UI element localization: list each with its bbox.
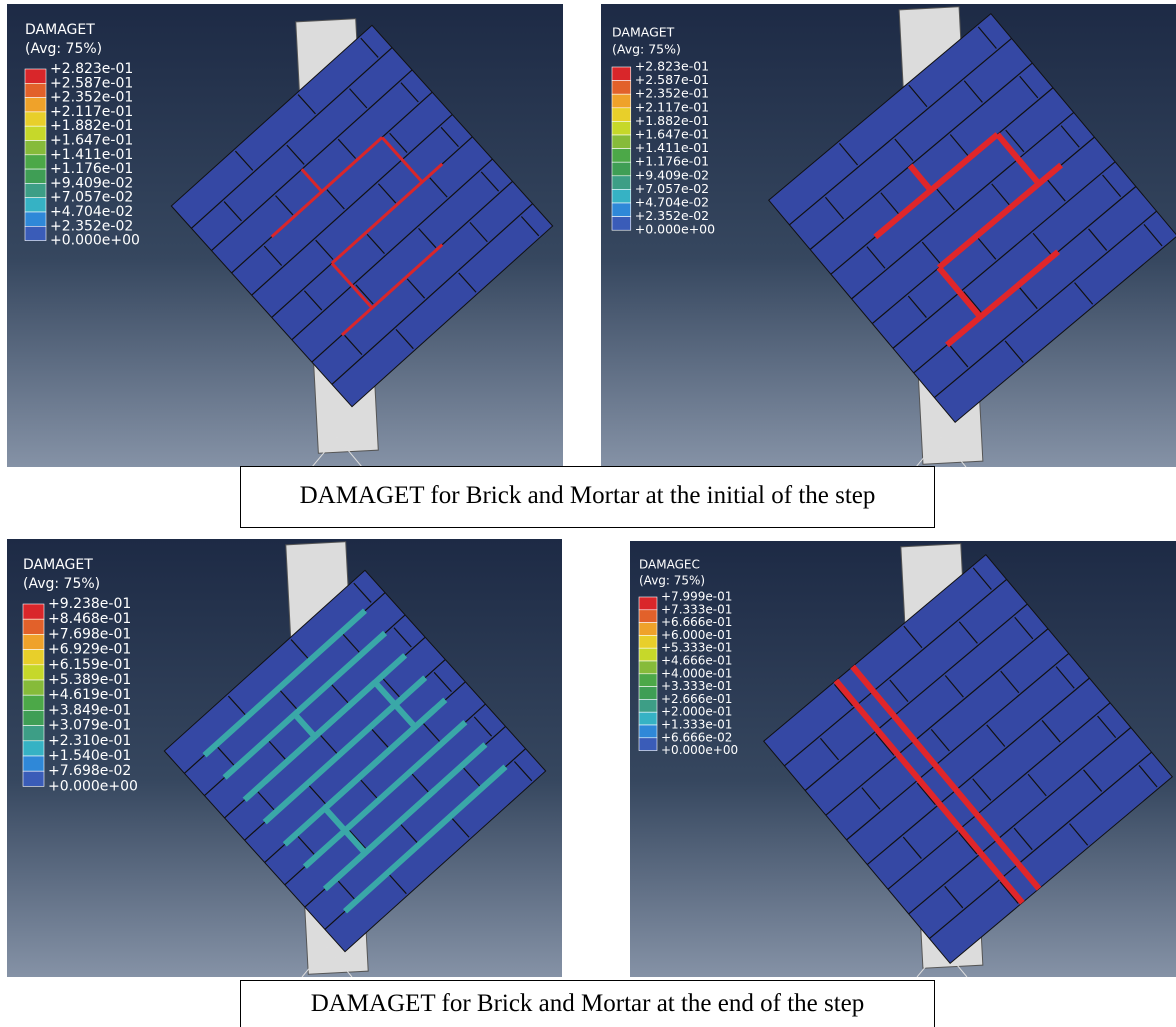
- legend-swatch: [639, 725, 657, 738]
- legend-level: +6.929e-01: [48, 642, 131, 658]
- legend-level: +6.159e-01: [48, 657, 131, 673]
- legend-title: DAMAGET: [25, 22, 95, 38]
- legend-level: +7.698e-01: [48, 626, 131, 642]
- legend-swatch: [25, 169, 46, 183]
- legend-swatch: [612, 94, 631, 108]
- legend-title: DAMAGET: [612, 25, 675, 40]
- legend-swatch: [23, 619, 44, 634]
- legend-swatch: [25, 69, 46, 83]
- legend-swatch: [25, 198, 46, 212]
- legend-level: +0.000e+00: [661, 743, 738, 757]
- legend-level: +4.619e-01: [48, 687, 131, 703]
- legend-swatch: [23, 771, 44, 786]
- legend-swatch: [612, 189, 631, 203]
- legend-swatch: [25, 112, 46, 126]
- legend-swatch: [639, 687, 657, 700]
- legend-level: +5.389e-01: [48, 672, 131, 688]
- legend-swatch: [639, 610, 657, 623]
- panel: DAMAGEC(Avg: 75%)+7.999e-01+7.333e-01+6.…: [630, 541, 1176, 977]
- legend-level: +9.238e-01: [48, 596, 131, 612]
- legend-subtitle: (Avg: 75%): [23, 576, 100, 592]
- legend-swatch: [639, 597, 657, 610]
- legend-swatch: [23, 741, 44, 756]
- legend-level: +1.540e-01: [48, 748, 131, 764]
- legend-swatch: [639, 712, 657, 725]
- legend-swatch: [23, 710, 44, 725]
- legend-level: +0.000e+00: [635, 222, 715, 237]
- legend-swatch: [23, 604, 44, 619]
- panel-view: DAMAGET(Avg: 75%)+9.238e-01+8.468e-01+7.…: [7, 539, 562, 977]
- legend-swatch: [612, 81, 631, 95]
- panel: DAMAGET(Avg: 75%)+9.238e-01+8.468e-01+7.…: [7, 539, 562, 977]
- legend-swatch: [639, 635, 657, 648]
- legend-swatch: [25, 98, 46, 112]
- legend-level: +2.310e-01: [48, 733, 131, 749]
- legend-swatch: [612, 162, 631, 176]
- legend-swatch: [23, 756, 44, 771]
- legend-swatch: [612, 149, 631, 163]
- legend-level: +0.000e+00: [50, 233, 140, 249]
- legend-swatch: [25, 126, 46, 140]
- panel-view: DAMAGET(Avg: 75%)+2.823e-01+2.587e-01+2.…: [601, 4, 1176, 467]
- legend-swatch: [23, 680, 44, 695]
- legend-swatch: [25, 183, 46, 197]
- legend-swatch: [639, 623, 657, 636]
- legend-swatch: [612, 121, 631, 135]
- legend-swatch: [639, 674, 657, 687]
- legend-swatch: [612, 203, 631, 217]
- legend-swatch: [25, 141, 46, 155]
- legend-swatch: [639, 661, 657, 674]
- panel: DAMAGET(Avg: 75%)+2.823e-01+2.587e-01+2.…: [601, 4, 1176, 467]
- legend-level: +8.468e-01: [48, 611, 131, 627]
- legend-swatch: [23, 634, 44, 649]
- legend-swatch: [23, 726, 44, 741]
- legend-swatch: [612, 135, 631, 149]
- legend-subtitle: (Avg: 75%): [25, 41, 102, 57]
- legend-swatch: [23, 695, 44, 710]
- legend-swatch: [639, 738, 657, 751]
- legend-swatch: [23, 665, 44, 680]
- legend-swatch: [612, 176, 631, 190]
- legend-level: +0.000e+00: [48, 778, 138, 794]
- panel-view: DAMAGEC(Avg: 75%)+7.999e-01+7.333e-01+6.…: [630, 541, 1176, 977]
- caption: DAMAGET for Brick and Mortar at the init…: [240, 466, 935, 528]
- panel-view: DAMAGET(Avg: 75%)+2.823e-01+2.587e-01+2.…: [7, 4, 563, 467]
- legend-swatch: [612, 217, 631, 231]
- legend-swatch: [612, 108, 631, 122]
- legend-swatch: [612, 67, 631, 81]
- legend-swatch: [25, 226, 46, 240]
- legend-subtitle: (Avg: 75%): [612, 42, 681, 57]
- legend-level: +3.849e-01: [48, 702, 131, 718]
- panel: DAMAGET(Avg: 75%)+2.823e-01+2.587e-01+2.…: [7, 4, 563, 467]
- legend-swatch: [639, 648, 657, 661]
- legend-level: +7.698e-02: [48, 763, 131, 779]
- legend-swatch: [23, 650, 44, 665]
- legend-title: DAMAGET: [23, 557, 93, 573]
- figure: DAMAGET(Avg: 75%)+2.823e-01+2.587e-01+2.…: [0, 0, 1176, 1027]
- legend-swatch: [639, 699, 657, 712]
- caption: DAMAGET for Brick and Mortar at the end …: [240, 980, 935, 1027]
- legend-subtitle: (Avg: 75%): [639, 574, 705, 588]
- legend-title: DAMAGEC: [639, 558, 700, 572]
- legend-level: +3.079e-01: [48, 718, 131, 734]
- legend-swatch: [25, 155, 46, 169]
- legend-swatch: [25, 212, 46, 226]
- legend-swatch: [25, 83, 46, 97]
